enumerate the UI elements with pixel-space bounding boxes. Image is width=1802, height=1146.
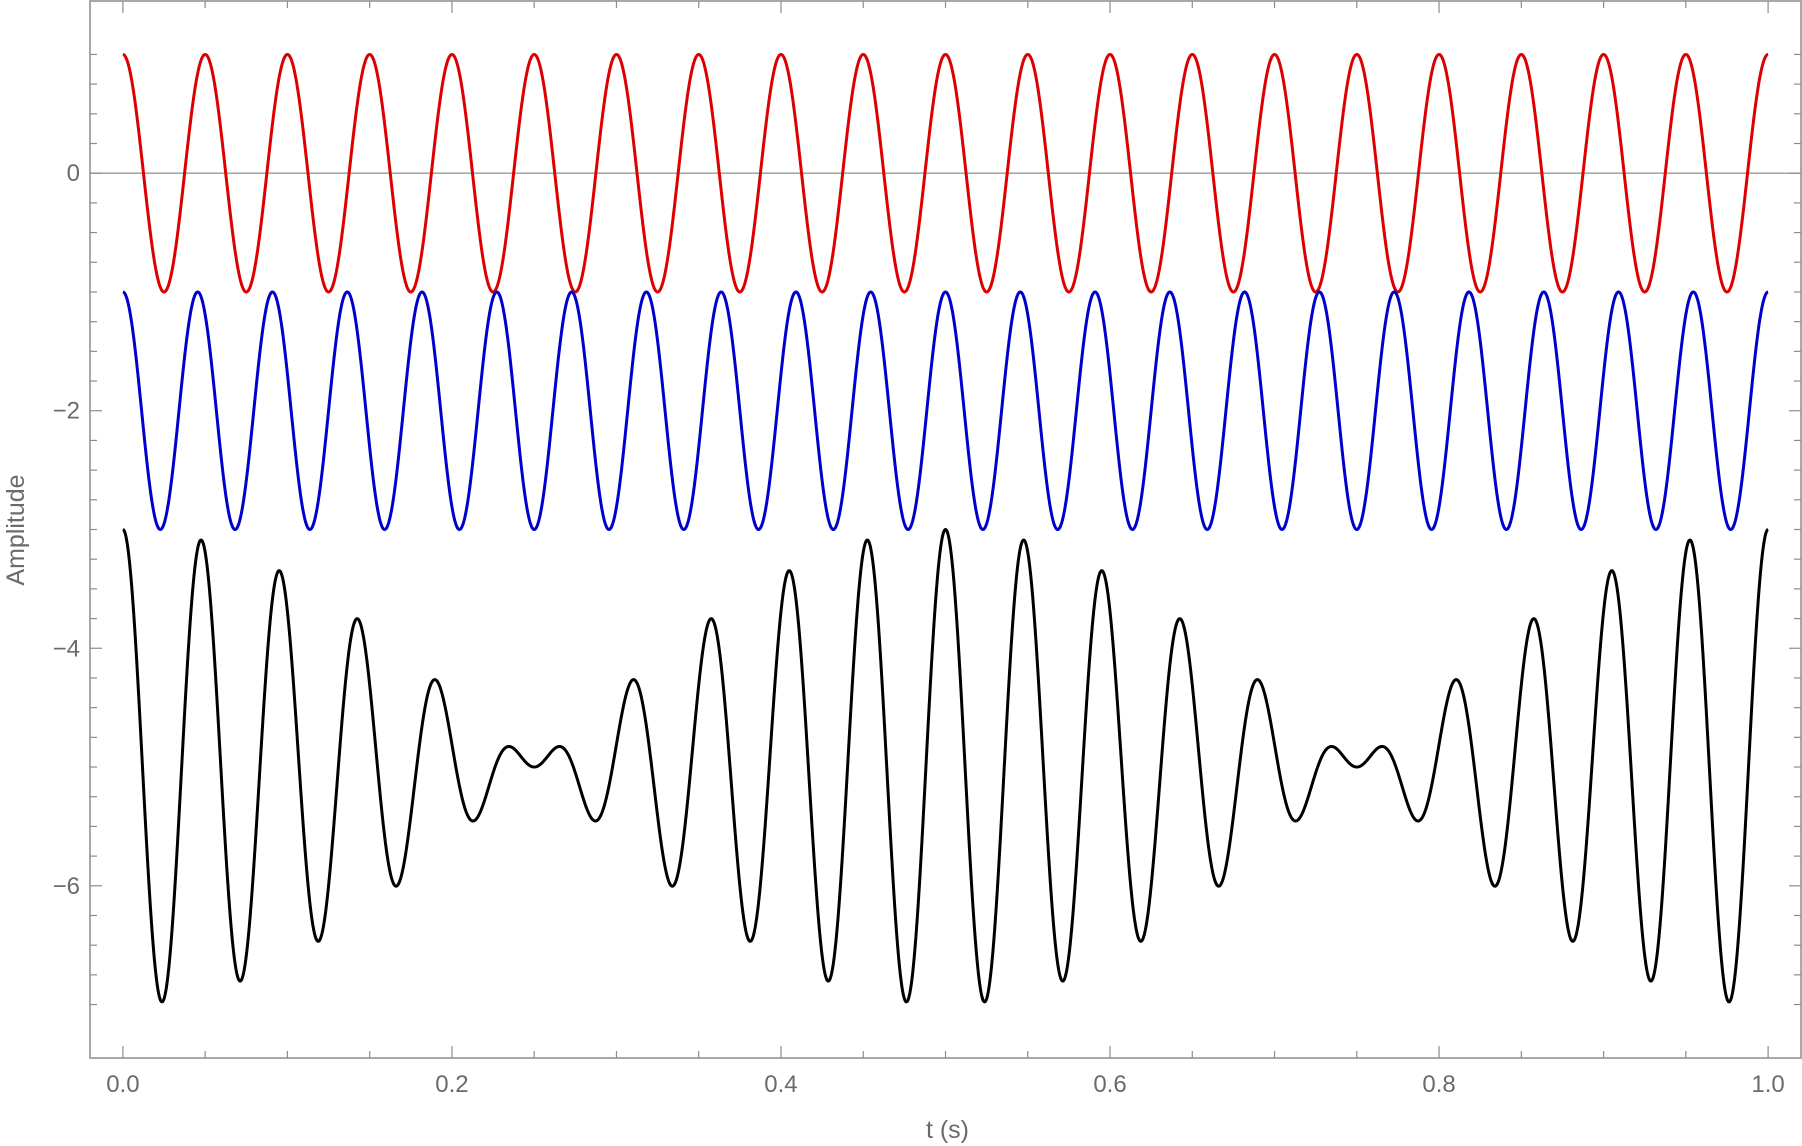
x-tick-label: 0.2	[435, 1071, 468, 1098]
x-tick-label: 0.8	[1422, 1071, 1455, 1098]
y-tick-label: 0	[67, 160, 80, 187]
series-sum-line	[121, 528, 1770, 1004]
series-20hz-line	[121, 52, 1770, 294]
y-tick-label: −6	[53, 873, 80, 900]
x-tick-label: 1.0	[1751, 1071, 1784, 1098]
x-tick-label: 0.6	[1093, 1071, 1126, 1098]
x-tick-label: 0.4	[764, 1071, 797, 1098]
series-22hz-line	[121, 290, 1770, 531]
y-tick-label: −4	[53, 635, 80, 662]
y-tick-label: −2	[53, 398, 80, 425]
y-axis-label: Amplitude	[2, 474, 30, 585]
x-axis-label: t (s)	[926, 1116, 969, 1144]
x-tick-label: 0.0	[106, 1071, 139, 1098]
